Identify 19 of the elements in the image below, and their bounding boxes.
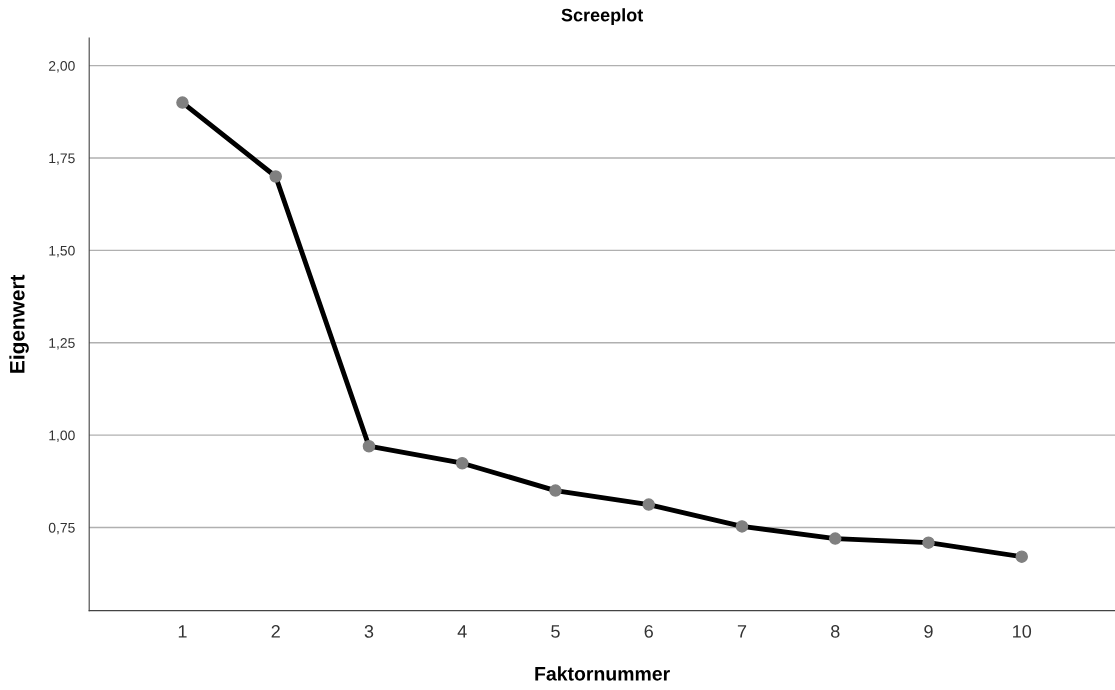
x-tick-label: 5	[551, 625, 560, 638]
x-tick-label: 1	[178, 625, 187, 638]
y-tick-label: 2,00	[48, 61, 75, 73]
x-tick-label: 6	[644, 625, 653, 638]
y-tick-label: 1,75	[49, 153, 75, 165]
y-tick-label: 1,00	[49, 430, 75, 442]
chart-title: Screeplot	[561, 8, 644, 26]
y-tick-label: 1,50	[49, 245, 75, 258]
x-tick-label: 7	[737, 625, 747, 638]
x-tick-label: 10	[1013, 625, 1032, 638]
x-tick-label: 8	[831, 625, 840, 638]
y-tick-label: 1,25	[49, 338, 75, 350]
x-tick-label: 2	[271, 625, 280, 638]
x-tick-label: 9	[924, 625, 933, 638]
y-tick-label: 0,75	[48, 522, 75, 535]
x-tick-label: 3	[364, 625, 374, 638]
x-tick-label: 4	[457, 625, 467, 638]
y-axis-title: Eigenwert	[9, 274, 29, 373]
x-axis-title: Faktornummer	[535, 666, 670, 681]
